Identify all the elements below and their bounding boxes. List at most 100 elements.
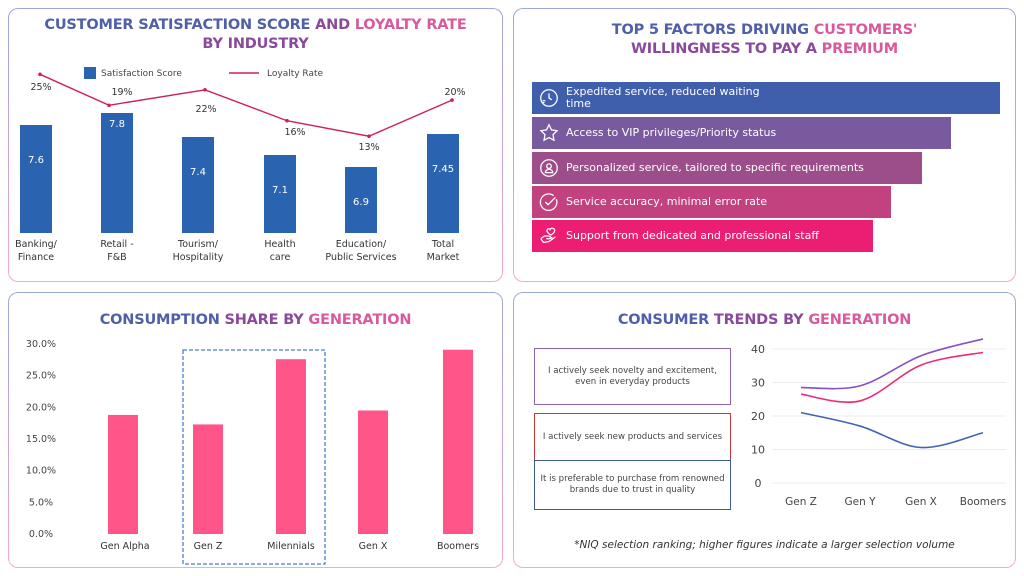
consumer-trends-card: CONSUMER TRENDS BY GENERATION I actively…: [513, 292, 1016, 568]
factors-title-part: TOP 5 FACTORS DRIVING: [611, 22, 814, 38]
satisfaction-bar: [182, 137, 214, 233]
generation-tick-label: Gen Z: [785, 496, 817, 508]
consumption-title-part: CONSUMPTION: [99, 312, 225, 328]
factor-bar: Support from dedicated and professional …: [532, 220, 873, 252]
factors-title-part: WILLINGNESS TO PAY A: [631, 41, 822, 57]
factor-label: Personalized service, tailored to specif…: [566, 161, 864, 174]
industry-tick-label: Total: [431, 239, 454, 250]
generation-tick-label: Gen Y: [844, 496, 876, 508]
loyalty-label: 25%: [30, 82, 51, 93]
y-tick-label: 5.0%: [29, 497, 53, 508]
loyalty-label: 22%: [195, 104, 216, 115]
generation-tick-label: Gen X: [359, 541, 388, 552]
satisfaction-bar-label: 7.6: [28, 155, 44, 166]
generation-tick-label: Gen X: [905, 496, 937, 508]
satisfaction-bar: [264, 155, 296, 233]
trends-title-part: GENERATION: [808, 312, 912, 328]
loyalty-label: 13%: [358, 142, 379, 153]
satisfaction-bar-label: 6.9: [353, 197, 369, 208]
factors-title-line1: TOP 5 FACTORS DRIVING CUSTOMERS': [611, 22, 918, 38]
factor-label: Expedited service, reduced waiting time: [566, 85, 760, 110]
satisfaction-title: CUSTOMER SATISFACTION SCORE AND LOYALTY …: [9, 16, 502, 54]
loyalty-line: [39, 73, 453, 137]
factors-title-part: CUSTOMERS': [813, 22, 918, 38]
satisfaction-title-line1: CUSTOMER SATISFACTION SCORE AND LOYALTY …: [44, 17, 466, 33]
y-tick-label: 30.0%: [26, 339, 56, 350]
consumption-bar: [358, 410, 388, 534]
industry-tick-label: Finance: [18, 252, 54, 263]
loyalty-point: [450, 98, 454, 102]
consumption-bar: [276, 359, 306, 534]
loyalty-label: 19%: [111, 87, 132, 98]
trend-legend-box: I actively seek novelty and excitement, …: [534, 348, 731, 405]
check-circle-icon: [538, 191, 560, 213]
consumption-share-chart: 0.0% 5.0% 10.0% 15.0% 20.0% 25.0% 30.0% Gen Alp…: [26, 339, 479, 565]
chart-legend: Satisfaction Score Loyalty Rate: [84, 67, 324, 79]
generation-tick-label: Gen Z: [194, 541, 223, 552]
legend-label-satisfaction: Satisfaction Score: [101, 69, 182, 79]
satisfaction-title-part: LOYALTY RATE: [354, 17, 467, 33]
satisfaction-bar: [427, 134, 459, 233]
industry-tick-label: Education/: [336, 239, 387, 250]
industry-tick-label: care: [270, 252, 291, 263]
y-tick-label: 40: [751, 343, 765, 356]
consumption-bar: [193, 424, 223, 534]
industry-tick-label: Banking/: [15, 239, 58, 250]
industry-tick-label: Market: [427, 252, 460, 263]
loyalty-label: 20%: [444, 87, 465, 98]
y-tick-label: 0.0%: [29, 529, 53, 540]
consumption-title-part: GENERATION: [308, 312, 412, 328]
factor-bar: Access to VIP privileges/Priority status: [532, 117, 951, 149]
satisfaction-bar-label: 7.1: [272, 185, 288, 196]
trend-line: [800, 338, 984, 390]
consumption-bar: [108, 414, 138, 534]
y-tick-label: 25.0%: [26, 371, 56, 382]
consumer-trends-chart: 0 10 20 30 40 Gen Z Gen Y Gen X Boomers: [751, 338, 1007, 508]
y-tick-label: 30: [751, 377, 765, 390]
y-tick-label: 15.0%: [26, 434, 56, 445]
generation-tick-label: Milennials: [267, 541, 314, 552]
clock-icon: [538, 87, 560, 109]
consumption-share-card: CONSUMPTION SHARE BY GENERATION 0.0% 5.0%…: [8, 292, 503, 568]
industry-tick-label: F&B: [107, 252, 126, 263]
factor-bar: Personalized service, tailored to specif…: [532, 152, 922, 184]
factors-title-line2: WILLINGNESS TO PAY A PREMIUM: [631, 41, 898, 57]
satisfaction-bar-label: 7.8: [109, 119, 125, 130]
consumption-title: CONSUMPTION SHARE BY GENERATION: [9, 311, 502, 330]
loyalty-label: 16%: [284, 127, 305, 138]
factor-label: Service accuracy, minimal error rate: [566, 195, 768, 208]
loyalty-point: [38, 72, 42, 77]
factors-title-part: PREMIUM: [821, 41, 899, 57]
satisfaction-title-line2: BY INDUSTRY: [202, 36, 309, 52]
trends-title-text: CONSUMER TRENDS BY GENERATION: [617, 312, 912, 328]
y-tick-label: 0: [755, 477, 762, 490]
user-circle-icon: [538, 157, 560, 179]
factor-bar: Service accuracy, minimal error rate: [532, 186, 891, 218]
satisfaction-bar: [345, 167, 377, 233]
industry-tick-label: Tourism/: [177, 239, 219, 250]
satisfaction-bar-label: 7.45: [432, 164, 454, 175]
industry-tick-label: Retail -: [100, 239, 133, 250]
factor-label: Access to VIP privileges/Priority status: [566, 126, 777, 139]
loyalty-point: [367, 134, 371, 139]
generation-tick-label: Boomers: [437, 541, 479, 552]
legend-label-loyalty: Loyalty Rate: [267, 69, 324, 79]
industry-tick-label: Public Services: [325, 252, 396, 263]
star-icon: [538, 122, 560, 144]
trends-title-part: CONSUMER: [617, 312, 714, 328]
industry-tick-label: Health: [264, 239, 295, 250]
satisfaction-bar: [101, 113, 133, 233]
trend-line: [800, 411, 984, 449]
loyalty-point: [203, 87, 207, 92]
factor-label: Support from dedicated and professional …: [566, 229, 819, 242]
satisfaction-title-part: CUSTOMER SATISFACTION SCORE: [44, 17, 316, 33]
generation-tick-label: Boomers: [960, 496, 1007, 508]
trend-legend-box: I actively seek new products and service…: [534, 413, 731, 461]
loyalty-point: [107, 103, 111, 108]
highlight-box: [182, 349, 326, 565]
legend-swatch-satisfaction: [84, 67, 96, 79]
y-tick-label: 20: [751, 410, 765, 423]
trend-legend-box: It is preferable to purchase from renown…: [534, 460, 731, 510]
consumption-bar: [443, 349, 473, 534]
trends-title: CONSUMER TRENDS BY GENERATION: [514, 311, 1015, 330]
